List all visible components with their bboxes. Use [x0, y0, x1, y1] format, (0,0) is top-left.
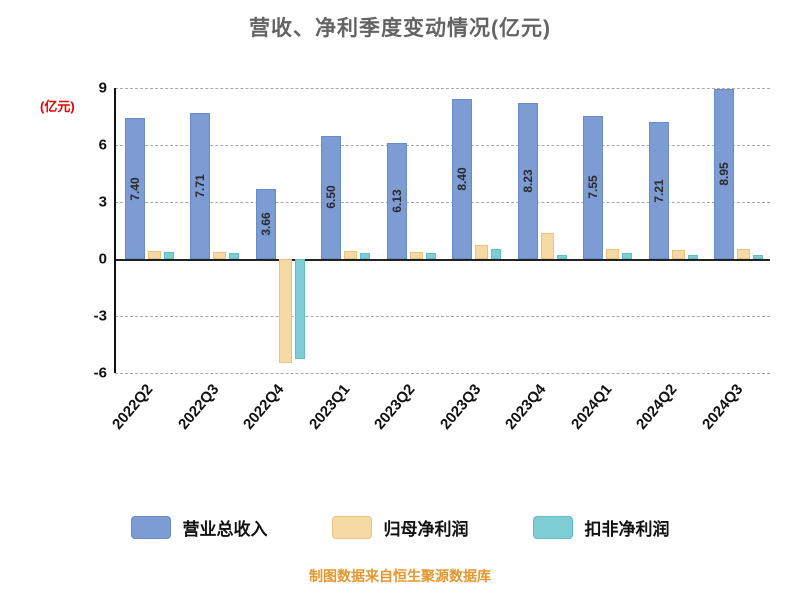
bar-revenue [714, 88, 735, 259]
bar-adjusted-net-profit [491, 248, 502, 259]
chart-title: 营收、净利季度变动情况(亿元) [249, 17, 551, 40]
legend-label-total-revenue: 营业总收入 [182, 519, 268, 539]
legend-item-net-profit: 归母净利润 [331, 515, 469, 540]
bar-value-label: 7.55 [586, 175, 601, 199]
gridline [115, 202, 770, 203]
legend-item-adjusted-net-profit: 扣非净利润 [532, 515, 670, 540]
legend-swatch-net-profit [331, 515, 372, 539]
bar-net-profit [475, 244, 489, 259]
x-axis-tick-label: 2024Q3 [623, 381, 746, 433]
bar-revenue [648, 122, 669, 259]
bar-value-label: 8.40 [455, 167, 470, 191]
gridline [115, 373, 770, 374]
y-axis-unit-label: (亿元) [40, 99, 75, 114]
gridline [115, 145, 770, 146]
x-axis-tick-text: 2024Q3 [698, 381, 747, 433]
bar-value-label: 8.23 [520, 169, 535, 193]
bar-adjusted-net-profit [753, 254, 764, 259]
bar-net-profit [540, 232, 554, 259]
legend-label-net-profit: 归母净利润 [383, 519, 469, 539]
bar-value-label: 8.95 [717, 162, 732, 186]
bar-revenue [583, 115, 604, 259]
bar-revenue [190, 112, 211, 259]
bar-adjusted-net-profit [425, 253, 436, 259]
bar-revenue [124, 118, 145, 259]
bar-adjusted-net-profit [229, 252, 240, 259]
bar-revenue [452, 99, 473, 259]
bar-value-label: 6.50 [324, 185, 339, 209]
y-axis-tick-label: -6 [93, 364, 107, 382]
y-axis-tick-label: 9 [98, 79, 107, 97]
bar-revenue [386, 142, 407, 259]
gridline [115, 316, 770, 317]
bar-net-profit [737, 248, 751, 259]
bar-net-profit [278, 259, 292, 363]
bar-net-profit [147, 251, 161, 259]
data-source-note: 制图数据来自恒生聚源数据库 [309, 568, 491, 584]
bar-value-label: 6.13 [389, 189, 404, 213]
bar-net-profit [344, 251, 358, 259]
bar-adjusted-net-profit [556, 255, 567, 259]
legend: 营业总收入 归母净利润 扣非净利润 [0, 505, 800, 549]
bar-value-label: 7.21 [651, 178, 666, 203]
y-axis-tick-label: 0 [98, 250, 107, 268]
legend-swatch-total-revenue [130, 515, 171, 539]
y-axis-tick-label: 3 [98, 193, 107, 211]
bar-adjusted-net-profit [622, 253, 633, 259]
bar-adjusted-net-profit [163, 251, 174, 259]
bar-adjusted-net-profit [360, 252, 371, 259]
bar-net-profit [606, 248, 620, 259]
bar-adjusted-net-profit [294, 259, 305, 359]
bar-revenue [321, 135, 342, 259]
bar-revenue [517, 102, 538, 259]
bar-net-profit [213, 251, 227, 259]
legend-swatch-adjusted-net-profit [532, 515, 573, 539]
y-axis-tick-label: 6 [98, 136, 107, 154]
legend-item-total-revenue: 营业总收入 [130, 515, 268, 540]
bar-revenue [255, 189, 276, 259]
y-axis-line [114, 88, 116, 373]
bar-net-profit [409, 251, 423, 259]
zero-axis-line [115, 259, 770, 261]
bar-value-label: 7.40 [127, 177, 142, 201]
bar-net-profit [671, 250, 685, 259]
bar-value-label: 3.66 [258, 212, 273, 236]
y-axis-tick-label: -3 [93, 307, 107, 325]
bar-value-label: 7.71 [193, 174, 208, 198]
gridline [115, 88, 770, 89]
bar-adjusted-net-profit [687, 255, 698, 259]
legend-label-adjusted-net-profit: 扣非净利润 [584, 519, 670, 539]
